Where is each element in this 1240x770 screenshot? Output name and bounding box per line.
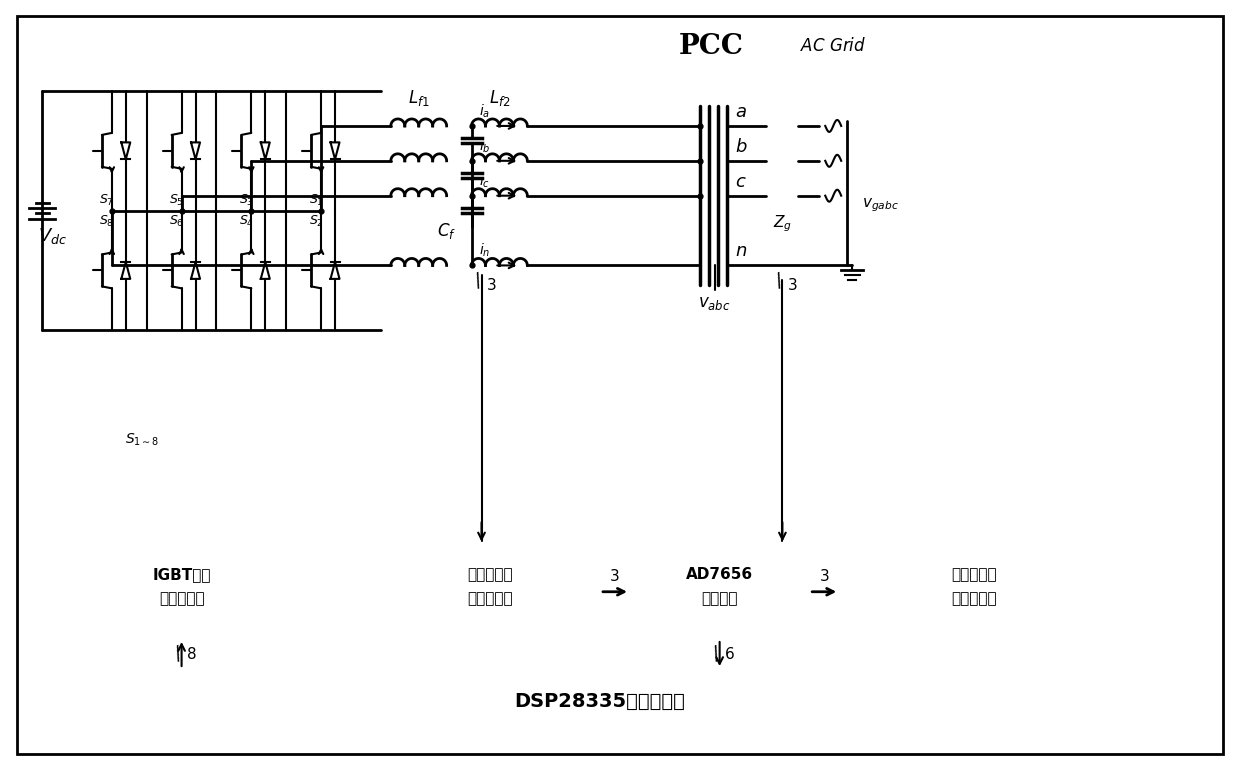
Bar: [630, 544, 810, 639]
Bar: [171, 380, 191, 540]
Text: 6: 6: [724, 647, 734, 661]
Text: $i_c$: $i_c$: [479, 172, 490, 189]
Text: $S_4$: $S_4$: [239, 213, 254, 229]
Text: $S_3$: $S_3$: [239, 192, 254, 208]
Text: $S_1$: $S_1$: [309, 192, 324, 208]
Bar: [381, 544, 600, 639]
Text: $v_{gabc}$: $v_{gabc}$: [862, 197, 899, 215]
Text: IGBT驱动
及保护电路: IGBT驱动 及保护电路: [153, 567, 211, 607]
Bar: [839, 544, 1109, 639]
Text: $n$: $n$: [734, 243, 746, 260]
Text: 3: 3: [486, 278, 496, 293]
Text: 3: 3: [820, 569, 830, 584]
Text: 电压传感器
及调理电路: 电压传感器 及调理电路: [951, 567, 997, 607]
Text: $S_5$: $S_5$: [169, 192, 184, 208]
Text: $i_b$: $i_b$: [479, 137, 490, 155]
Text: /: /: [172, 644, 185, 664]
Text: $b$: $b$: [734, 138, 748, 156]
Text: $L_{f2}$: $L_{f2}$: [489, 88, 510, 108]
Text: DSP28335核心控制器: DSP28335核心控制器: [515, 692, 686, 711]
Bar: [47, 544, 316, 639]
Text: 电流传感器
及调理电路: 电流传感器 及调理电路: [467, 567, 513, 607]
Text: $i_n$: $i_n$: [479, 242, 490, 259]
Text: $c$: $c$: [734, 172, 746, 191]
Bar: [766, 118, 799, 134]
Text: 8: 8: [186, 647, 196, 661]
Text: $AC\ Grid$: $AC\ Grid$: [800, 37, 867, 55]
Text: /: /: [472, 270, 485, 290]
Text: $S_8$: $S_8$: [99, 213, 114, 229]
Text: $L_{f1}$: $L_{f1}$: [408, 88, 429, 108]
Text: $S_6$: $S_6$: [169, 213, 184, 229]
Text: 3: 3: [787, 278, 797, 293]
Text: $S_{1\sim8}$: $S_{1\sim8}$: [125, 432, 159, 448]
Bar: [47, 669, 1153, 734]
Text: $i_a$: $i_a$: [479, 102, 490, 120]
Text: $C_f$: $C_f$: [436, 220, 456, 240]
Text: $Z_g$: $Z_g$: [773, 213, 792, 234]
Text: $v_{abc}$: $v_{abc}$: [698, 296, 730, 313]
Text: PCC: PCC: [680, 33, 744, 60]
Text: $S_7$: $S_7$: [99, 192, 114, 208]
Text: $a$: $a$: [734, 103, 746, 121]
Text: AD7656
转换单元: AD7656 转换单元: [686, 567, 753, 607]
Text: $V_{dc}$: $V_{dc}$: [37, 226, 67, 246]
Text: 3: 3: [610, 569, 620, 584]
Text: $S_2$: $S_2$: [309, 213, 324, 229]
Text: /: /: [711, 644, 723, 664]
Text: /: /: [773, 270, 786, 290]
Bar: [766, 152, 799, 169]
Polygon shape: [164, 340, 200, 380]
Bar: [766, 188, 799, 203]
